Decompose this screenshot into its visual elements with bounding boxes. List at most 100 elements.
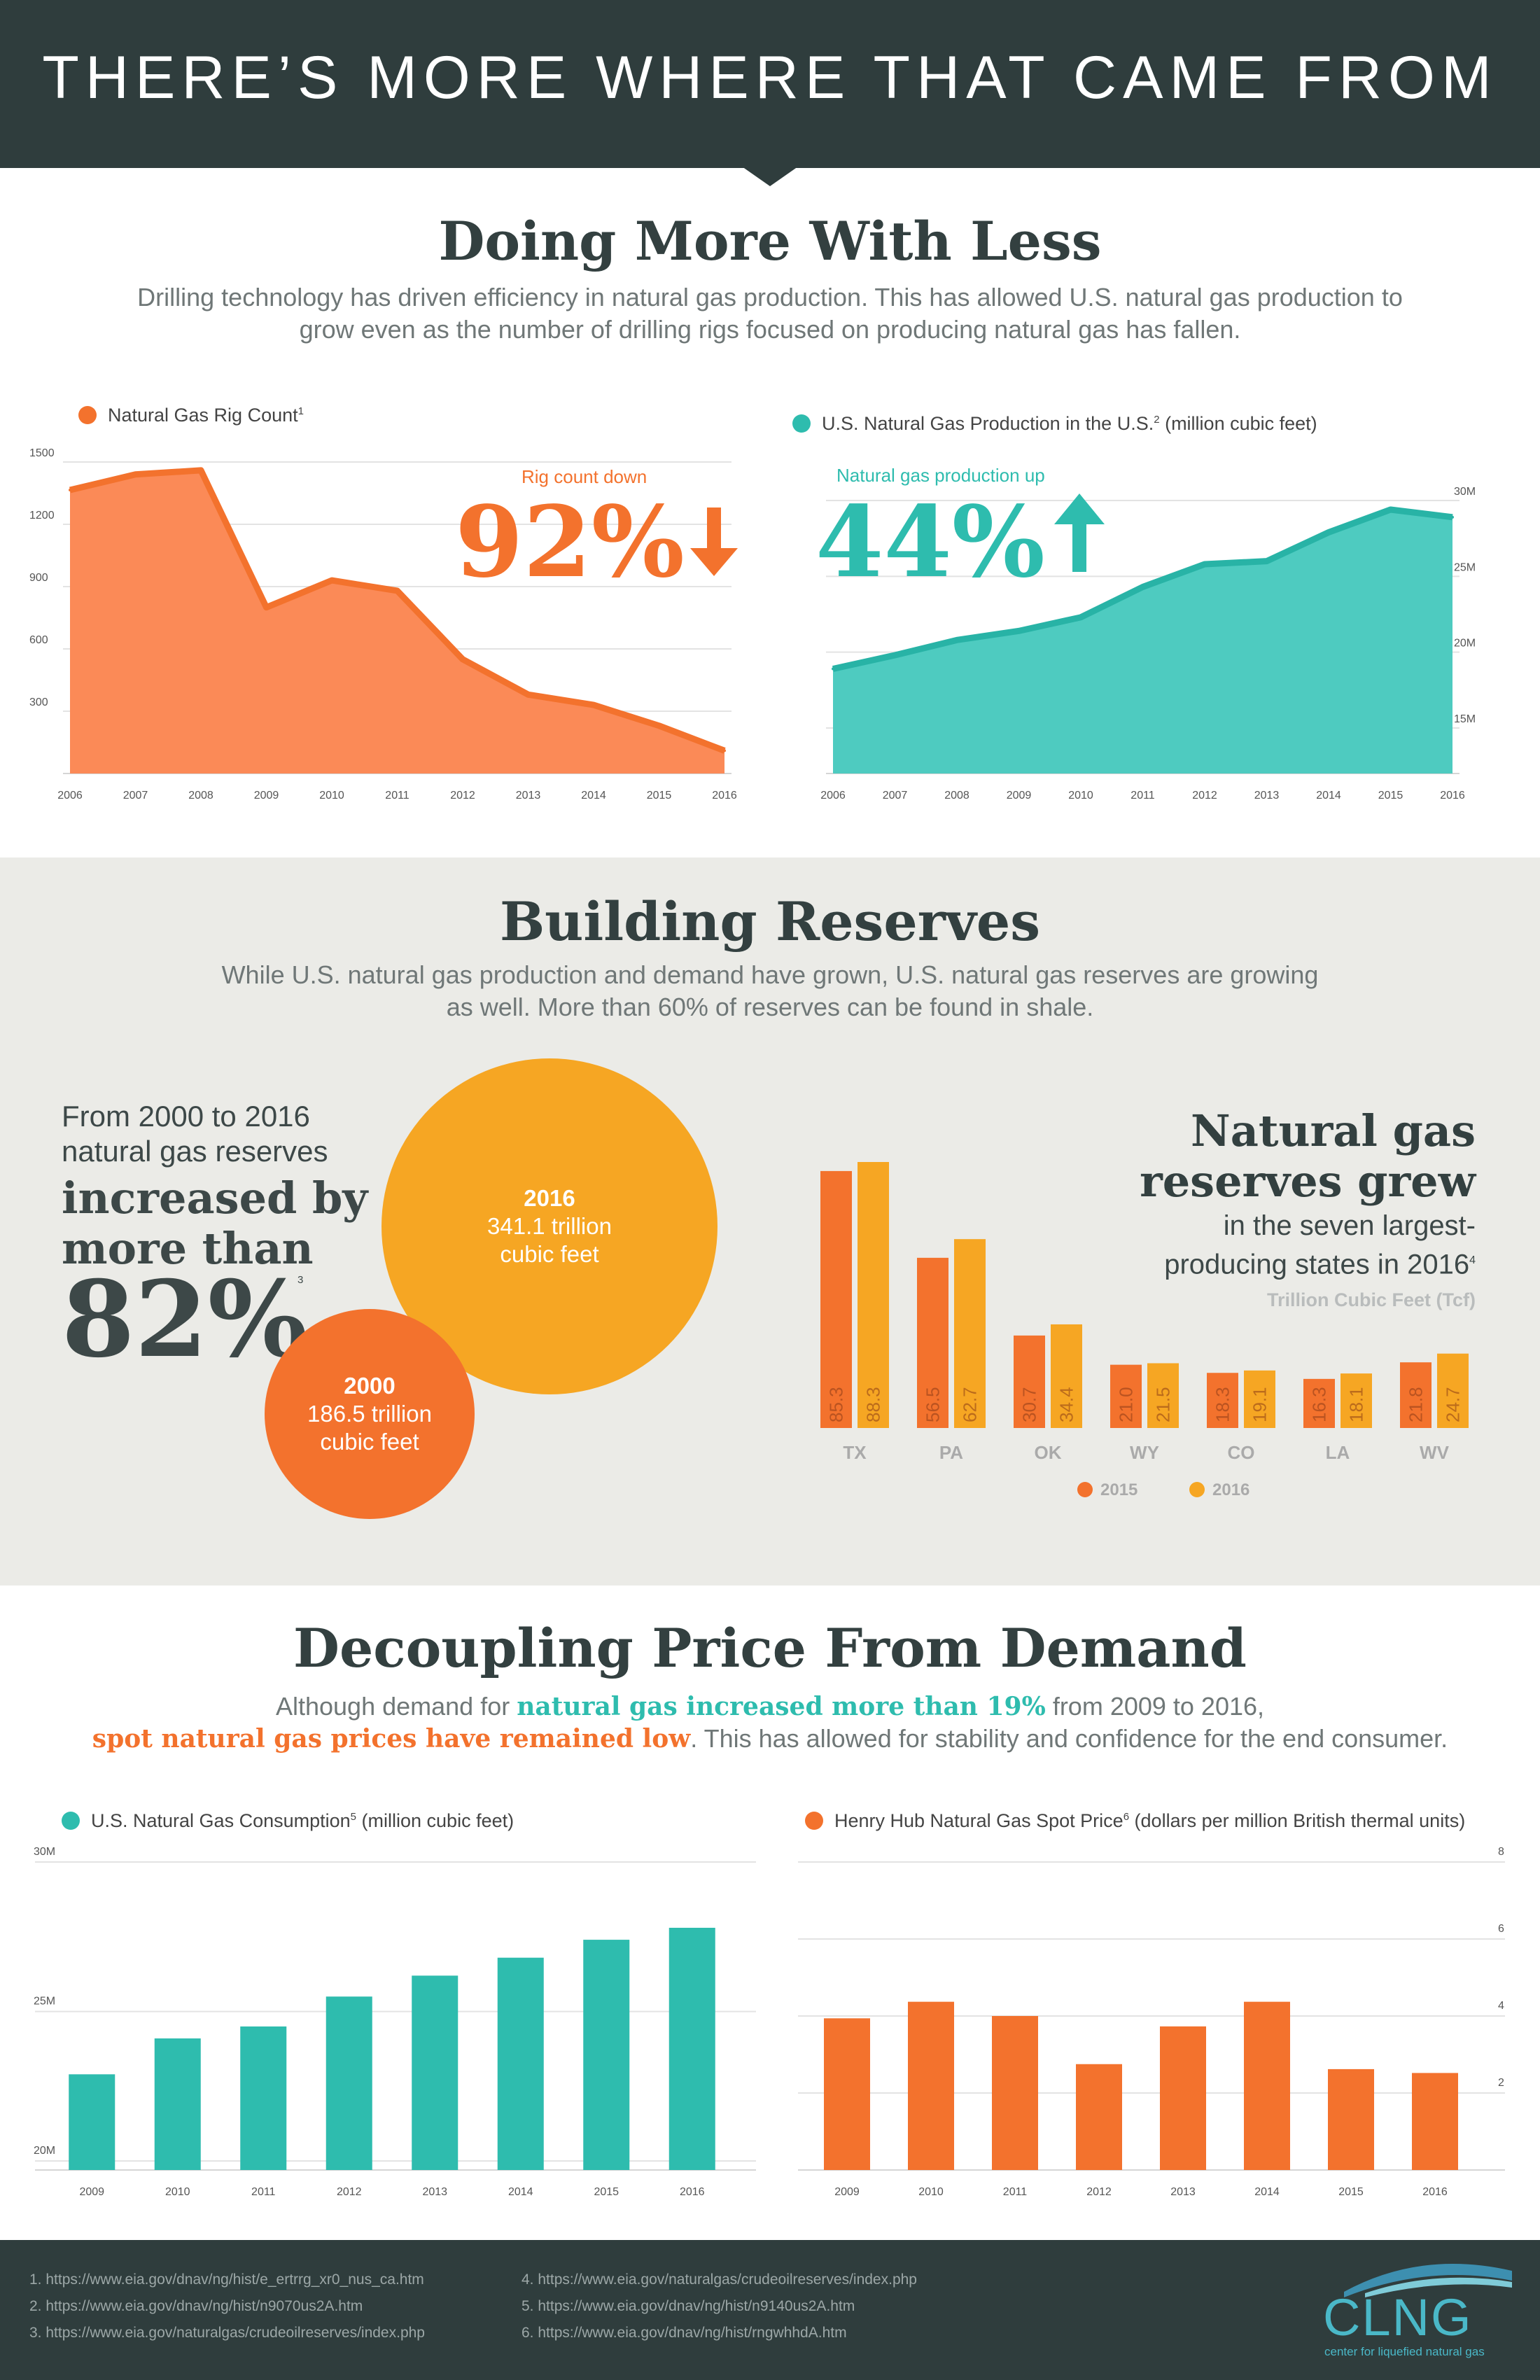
x-tick-label: 2011	[251, 2186, 276, 2198]
x-tick-label: 2009	[254, 790, 279, 802]
x-tick-label: 2007	[123, 790, 148, 802]
x-tick-label: WV	[1420, 1442, 1450, 1463]
x-tick-label: 2008	[188, 790, 214, 802]
logo: CLNG	[1323, 2288, 1473, 2346]
data-point	[330, 579, 333, 582]
data-point	[265, 606, 268, 609]
legend-label: U.S. Natural Gas Production in the U.S.	[822, 413, 1154, 434]
reserves-callout-intro: From 2000 to 2016 natural gas reserves	[62, 1099, 328, 1169]
legend-label: Henry Hub Natural Gas Spot Price	[834, 1810, 1124, 1831]
rig-chart-legend: Natural Gas Rig Count1	[78, 405, 304, 426]
legend-dot	[78, 406, 97, 424]
header-notch	[742, 167, 798, 186]
data-point	[832, 667, 834, 671]
x-tick-label: 2013	[1170, 2186, 1196, 2198]
subtitle-text: Although demand for	[275, 1692, 517, 1721]
subtitle-line: Drilling technology has driven efficienc…	[137, 283, 1403, 312]
bubble-value: 186.5 trillion	[307, 1401, 432, 1427]
y-tick-label: 25M	[34, 1996, 55, 2008]
data-label: 18.3	[1212, 1387, 1233, 1422]
x-tick-label: 2010	[165, 2186, 190, 2198]
reserves-callout-emphasis: increased by more than	[62, 1173, 368, 1274]
data-label: 24.7	[1443, 1387, 1464, 1422]
y-tick-label: 25M	[1454, 561, 1476, 573]
y-tick-label: 1500	[29, 447, 55, 459]
x-tick-label: 2011	[385, 790, 410, 802]
x-tick-label: OK	[1035, 1442, 1062, 1463]
footnote-link[interactable]: 4. https://www.eia.gov/naturalgas/crudeo…	[522, 2272, 917, 2288]
data-point	[526, 693, 530, 696]
footnote-ref: 6	[1123, 1811, 1130, 1823]
footnote-link[interactable]: 3. https://www.eia.gov/naturalgas/crudeo…	[29, 2325, 425, 2341]
x-tick-label: 2016	[712, 790, 737, 802]
data-point	[69, 489, 71, 492]
production-chart-legend: U.S. Natural Gas Production in the U.S.2…	[792, 413, 1317, 435]
bar	[1076, 2064, 1122, 2170]
x-tick-label: 2007	[883, 790, 908, 802]
callout-line: more than	[62, 1223, 314, 1274]
callout-line: increased by	[62, 1172, 368, 1224]
data-point	[1327, 531, 1330, 534]
x-tick-label: 2015	[647, 790, 672, 802]
bar	[1340, 1373, 1372, 1428]
x-tick-label: 2009	[834, 2186, 860, 2198]
x-tick-label: 2009	[1007, 790, 1032, 802]
bar	[1110, 1364, 1142, 1428]
x-tick-label: 2010	[918, 2186, 944, 2198]
x-tick-label: 2012	[1086, 2186, 1112, 2198]
production-chart: 30M 25M 20M 15M 2006 2007 2008 2009 2010 2011 2012…	[820, 486, 1476, 802]
bar	[668, 1927, 715, 2170]
state-reserves-heading: Natural gas reserves grew	[986, 1106, 1476, 1207]
y-tick-label: 20M	[34, 2145, 55, 2157]
heading-line: in the seven largest-	[1223, 1210, 1476, 1241]
data-label: 21.8	[1406, 1387, 1427, 1422]
reserves-section-background	[0, 858, 1540, 1586]
data-label: 19.1	[1250, 1387, 1270, 1422]
subtitle-highlight-prices: spot natural gas prices have remained lo…	[92, 1724, 691, 1754]
x-tick-label: 2013	[1254, 790, 1280, 802]
arrow-down-icon	[690, 507, 738, 576]
logo-wave-icon	[1344, 2264, 1512, 2297]
area-fill	[833, 510, 1452, 774]
y-tick-label: 6	[1498, 1923, 1504, 1935]
bar	[858, 1162, 889, 1428]
x-tick-label: CO	[1228, 1442, 1255, 1463]
data-point	[1451, 515, 1454, 519]
heading-line: producing states in 2016	[1164, 1249, 1470, 1280]
x-tick-label: 2014	[1316, 790, 1341, 802]
section-subtitle-building-reserves: While U.S. natural gas production and de…	[70, 959, 1470, 1023]
legend-unit: (dollars per million British thermal uni…	[1134, 1810, 1466, 1831]
section-title-decoupling: Decoupling Price From Demand	[293, 1617, 1247, 1679]
x-tick-label: 2010	[319, 790, 344, 802]
bubble-unit: cubic feet	[500, 1241, 599, 1267]
data-label: 88.3	[863, 1387, 884, 1422]
x-tick-label: 2014	[1254, 2186, 1280, 2198]
x-tick-label: 2012	[337, 2186, 362, 2198]
bar	[1437, 1353, 1469, 1428]
data-label: 30.7	[1019, 1387, 1040, 1422]
bar	[1051, 1324, 1082, 1428]
footnote-link[interactable]: 2. https://www.eia.gov/dnav/ng/hist/n907…	[29, 2298, 363, 2314]
x-tick-label: 2016	[1440, 790, 1465, 802]
x-tick-label: 2008	[944, 790, 969, 802]
section-subtitle-doing-more: Drilling technology has driven efficienc…	[70, 281, 1470, 346]
x-tick-label: 2013	[516, 790, 541, 802]
bar	[154, 2038, 201, 2170]
x-tick-label: 2010	[1068, 790, 1093, 802]
legend-label: Natural Gas Rig Count	[108, 405, 298, 426]
footnote-ref: 5	[350, 1811, 357, 1823]
spot-price-chart: 8 6 4 2 2009 2010 2011 2012 2013 2014 2015 2016	[798, 1846, 1505, 2198]
price-chart-legend: Henry Hub Natural Gas Spot Price6 (dolla…	[805, 1810, 1465, 1832]
footnote-link[interactable]: 5. https://www.eia.gov/dnav/ng/hist/n914…	[522, 2298, 855, 2314]
x-tick-label: 2012	[450, 790, 475, 802]
x-tick-label: PA	[939, 1442, 963, 1463]
x-tick-label: WY	[1130, 1442, 1159, 1463]
footer	[0, 2240, 1540, 2380]
bar	[917, 1257, 948, 1428]
footnote-link[interactable]: 1. https://www.eia.gov/dnav/ng/hist/e_er…	[29, 2272, 424, 2288]
data-point	[1389, 508, 1392, 511]
data-point	[200, 468, 202, 472]
bubble-2016: 2016 341.1 trillion cubic feet	[382, 1058, 718, 1394]
footnote-link[interactable]: 6. https://www.eia.gov/dnav/ng/hist/rngw…	[522, 2325, 847, 2341]
x-tick-label: 2011	[1003, 2186, 1028, 2198]
